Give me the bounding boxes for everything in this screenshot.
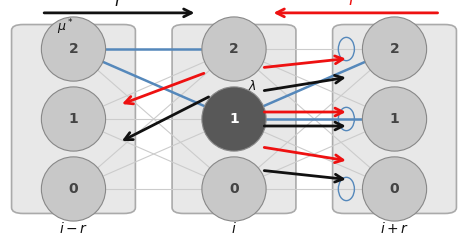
Text: $i-r$: $i-r$ bbox=[59, 221, 88, 236]
Ellipse shape bbox=[202, 87, 266, 151]
Text: 1: 1 bbox=[390, 112, 399, 126]
Text: 2: 2 bbox=[69, 42, 78, 56]
FancyBboxPatch shape bbox=[333, 25, 456, 213]
Text: $i+r$: $i+r$ bbox=[380, 221, 409, 236]
Text: $r^-$: $r^-$ bbox=[348, 0, 368, 10]
FancyBboxPatch shape bbox=[172, 25, 296, 213]
Text: 0: 0 bbox=[229, 182, 239, 196]
Ellipse shape bbox=[362, 87, 427, 151]
Ellipse shape bbox=[362, 17, 427, 81]
Ellipse shape bbox=[41, 17, 106, 81]
Ellipse shape bbox=[362, 157, 427, 221]
Text: $r$: $r$ bbox=[115, 0, 124, 10]
Ellipse shape bbox=[41, 87, 106, 151]
Text: 2: 2 bbox=[229, 42, 239, 56]
FancyBboxPatch shape bbox=[12, 25, 135, 213]
Text: 1: 1 bbox=[229, 112, 239, 126]
Text: 0: 0 bbox=[390, 182, 399, 196]
Text: 0: 0 bbox=[69, 182, 78, 196]
Text: 2: 2 bbox=[390, 42, 399, 56]
Ellipse shape bbox=[202, 157, 266, 221]
Text: $\mu^*$: $\mu^*$ bbox=[58, 18, 74, 37]
Text: $i$: $i$ bbox=[231, 221, 237, 236]
Ellipse shape bbox=[202, 17, 266, 81]
Text: $\lambda$: $\lambda$ bbox=[248, 79, 256, 93]
Text: 1: 1 bbox=[69, 112, 78, 126]
Ellipse shape bbox=[41, 157, 106, 221]
